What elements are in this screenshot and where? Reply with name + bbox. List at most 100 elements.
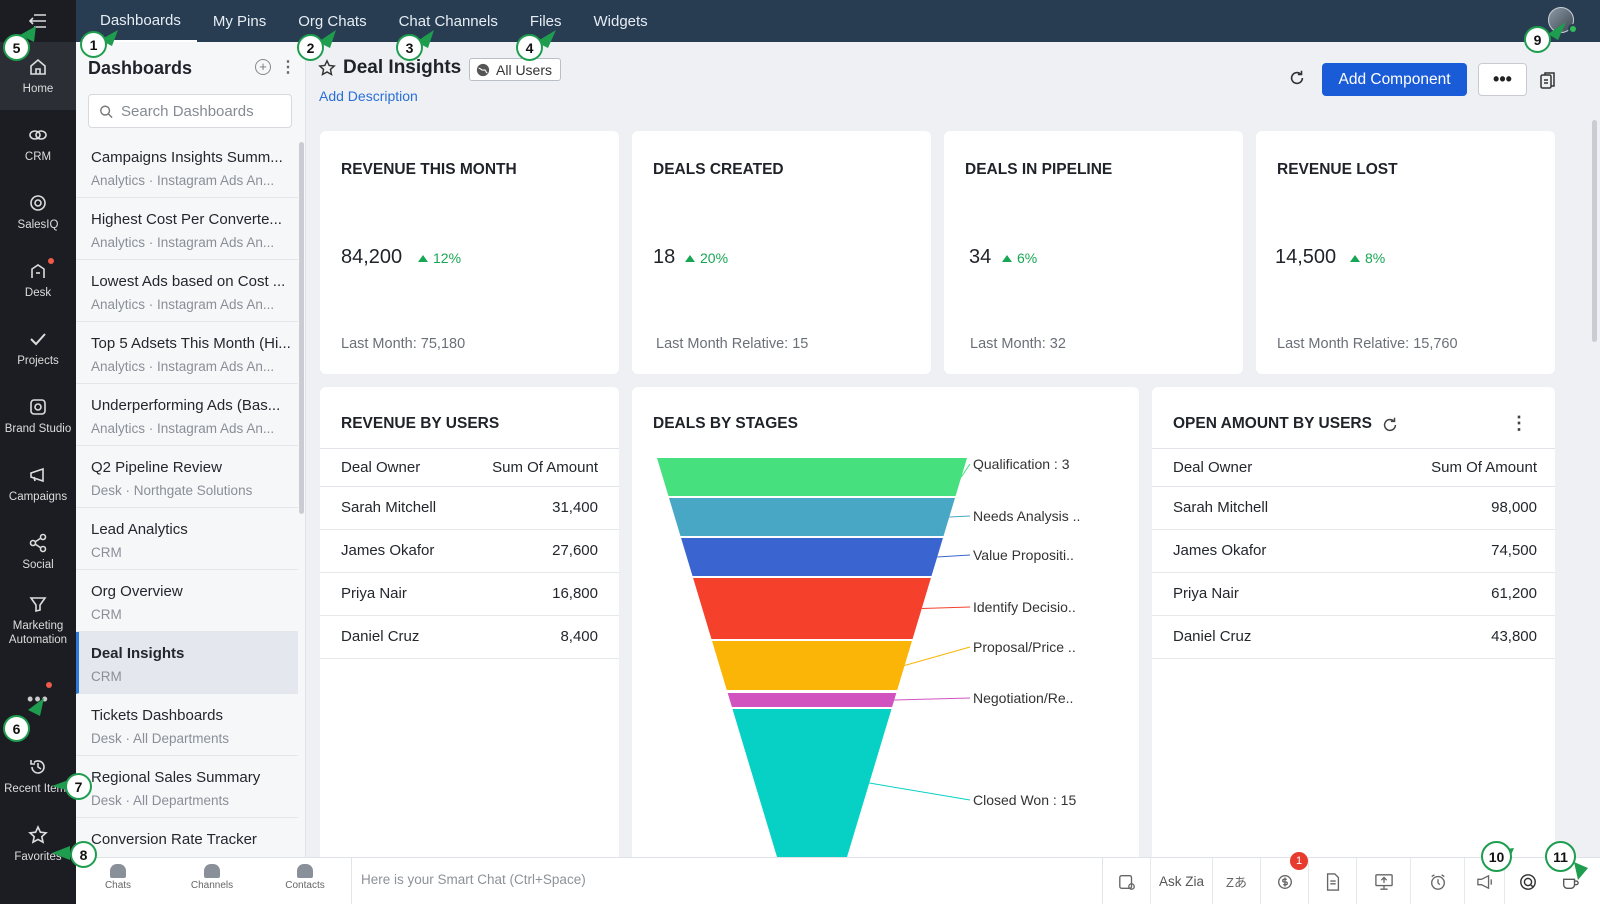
- funnel-stage[interactable]: [712, 641, 912, 690]
- tab-my-pins[interactable]: My Pins: [212, 12, 267, 30]
- item-sub: Analytics · Instagram Ads An...: [91, 421, 275, 436]
- list-item-selected[interactable]: Deal Insights CRM: [76, 632, 298, 694]
- kebab-menu-icon[interactable]: ⋮: [280, 59, 296, 76]
- table-row[interactable]: Priya Nair 16,800: [320, 573, 619, 616]
- reminder-icon[interactable]: [1411, 858, 1465, 904]
- tab-widgets[interactable]: Widgets: [593, 12, 648, 30]
- tab-org-chats[interactable]: Org Chats: [298, 12, 367, 30]
- list-item[interactable]: Campaigns Insights Summ... Analytics · In…: [76, 136, 298, 198]
- list-item[interactable]: Lead Analytics CRM: [76, 508, 298, 570]
- kpi-value: 34: [969, 246, 992, 268]
- list-item[interactable]: Q2 Pipeline Review Desk · Northgate Solut…: [76, 446, 298, 508]
- list-item[interactable]: Org Overview CRM: [76, 570, 298, 632]
- rail-item-marketing-automation[interactable]: Marketing Automation: [0, 586, 76, 654]
- funnel-stage[interactable]: [681, 538, 943, 576]
- kpi-title: REVENUE THIS MONTH: [341, 161, 517, 178]
- bottom-bar: Chats Channels Contacts Here is your Sma…: [76, 852, 1600, 904]
- image-search-icon[interactable]: [1103, 858, 1151, 904]
- tab-dashboards[interactable]: Dashboards: [84, 0, 197, 42]
- add-description-link[interactable]: Add Description: [319, 88, 418, 104]
- cell-owner: James Okafor: [1173, 542, 1267, 559]
- add-component-button[interactable]: Add Component: [1322, 63, 1467, 96]
- refresh-icon[interactable]: [1381, 416, 1399, 434]
- add-dashboard-icon[interactable]: +: [255, 59, 271, 75]
- kpi-card[interactable]: DEALS CREATED 18 20% Last Month Relative…: [632, 131, 931, 374]
- column-header[interactable]: Deal Owner: [1173, 459, 1253, 476]
- favorite-star-icon[interactable]: [318, 59, 336, 77]
- list-item[interactable]: Top 5 Adsets This Month (Hi... Analytics …: [76, 322, 298, 384]
- kpi-title: DEALS CREATED: [653, 161, 784, 178]
- ask-zia-button[interactable]: Ask Zia: [1151, 858, 1213, 904]
- table-row[interactable]: James Okafor 74,500: [1152, 530, 1555, 573]
- funnel-label-leader: [869, 782, 971, 801]
- item-name: Campaigns Insights Summ...: [91, 149, 283, 166]
- contacts-button[interactable]: Contacts: [275, 864, 335, 891]
- column-header[interactable]: Sum Of Amount: [492, 459, 598, 476]
- chats-button[interactable]: Chats: [88, 864, 148, 891]
- list-item[interactable]: Underperforming Ads (Bas... Analytics · I…: [76, 384, 298, 446]
- rail-item-crm[interactable]: CRM: [0, 110, 76, 178]
- funnel-stage[interactable]: [669, 498, 955, 536]
- list-item[interactable]: Regional Sales Summary Desk · All Departm…: [76, 756, 298, 818]
- more-options-button[interactable]: •••: [1478, 63, 1527, 96]
- collapse-menu-icon[interactable]: [0, 0, 76, 42]
- brand-studio-icon: [30, 398, 46, 415]
- list-item[interactable]: Tickets Dashboards Desk · All Departments: [76, 694, 298, 756]
- table-row[interactable]: Priya Nair 61,200: [1152, 573, 1555, 616]
- scope-label: All Users: [496, 61, 553, 78]
- tab-files[interactable]: Files: [529, 12, 562, 30]
- rail-item-projects[interactable]: Projects: [0, 314, 76, 382]
- funnel-stage[interactable]: [657, 458, 967, 496]
- announcement-icon[interactable]: [1465, 858, 1505, 904]
- clone-dashboard-icon[interactable]: [1540, 71, 1556, 90]
- rail-item-recent[interactable]: Recent Items: [0, 742, 76, 810]
- cell-owner: Priya Nair: [1173, 585, 1239, 602]
- kpi-card[interactable]: DEALS IN PIPELINE 34 6% Last Month: 32: [944, 131, 1243, 374]
- rail-item-social[interactable]: Social: [0, 518, 76, 586]
- search-input[interactable]: [121, 102, 291, 120]
- smart-chat-input[interactable]: Here is your Smart Chat (Ctrl+Space): [351, 858, 1103, 904]
- column-header[interactable]: Sum Of Amount: [1431, 459, 1537, 476]
- callout-badge: 9: [1524, 26, 1551, 53]
- column-header[interactable]: Deal Owner: [341, 459, 421, 476]
- refresh-icon[interactable]: [1288, 69, 1306, 93]
- rail-item-brand-studio[interactable]: Brand Studio: [0, 382, 76, 450]
- table-row[interactable]: Daniel Cruz 43,800: [1152, 616, 1555, 659]
- funnel-stage[interactable]: [693, 578, 931, 639]
- rail-item-favorites[interactable]: Favorites: [0, 810, 76, 878]
- table-row[interactable]: James Okafor 27,600: [320, 530, 619, 573]
- kpi-card[interactable]: REVENUE LOST 14,500 8% Last Month Relati…: [1256, 131, 1555, 374]
- scrollbar[interactable]: [299, 142, 304, 514]
- notes-icon[interactable]: [1309, 858, 1357, 904]
- list-item[interactable]: Lowest Ads based on Cost ... Analytics · …: [76, 260, 298, 322]
- coffee-break-icon[interactable]: [1550, 858, 1590, 904]
- screen-share-icon[interactable]: [1357, 858, 1411, 904]
- funnel-label-leader: [949, 515, 971, 518]
- zia-search-icon[interactable]: [1505, 858, 1550, 904]
- list-item[interactable]: Highest Cost Per Converte... Analytics · …: [76, 198, 298, 260]
- item-sub: Desk · All Departments: [91, 793, 230, 808]
- tab-chat-channels[interactable]: Chat Channels: [398, 12, 498, 30]
- table-row[interactable]: Daniel Cruz 8,400: [320, 616, 619, 659]
- channels-button[interactable]: Channels: [182, 864, 242, 891]
- main-scrollbar[interactable]: [1592, 120, 1597, 342]
- table-row[interactable]: Sarah Mitchell 31,400: [320, 487, 619, 530]
- list-item[interactable]: Conversion Rate Tracker: [76, 818, 298, 857]
- dashboard-panel: Dashboards + ⋮ Campaigns Insights Summ..…: [76, 42, 306, 857]
- funnel-stage[interactable]: [732, 709, 892, 857]
- cell-amount: 16,800: [552, 585, 598, 602]
- kpi-card[interactable]: REVENUE THIS MONTH 84,200 12% Last Month…: [320, 131, 619, 374]
- payments-icon[interactable]: [1261, 858, 1309, 904]
- cell-amount: 74,500: [1491, 542, 1537, 559]
- rail-item-desk[interactable]: Desk: [0, 246, 76, 314]
- bottom-label: Channels: [190, 880, 234, 891]
- callout-badge: 6: [3, 715, 30, 742]
- kebab-menu-icon[interactable]: ⋮: [1510, 413, 1528, 433]
- table-row[interactable]: Sarah Mitchell 98,000: [1152, 487, 1555, 530]
- translate-icon[interactable]: Zあ: [1213, 858, 1261, 904]
- rail-item-salesiq[interactable]: SalesIQ: [0, 178, 76, 246]
- panel-title: Dashboards: [88, 58, 193, 78]
- rail-item-campaigns[interactable]: Campaigns: [0, 450, 76, 518]
- funnel-stage[interactable]: [727, 693, 897, 707]
- scope-selector[interactable]: All Users: [469, 58, 562, 81]
